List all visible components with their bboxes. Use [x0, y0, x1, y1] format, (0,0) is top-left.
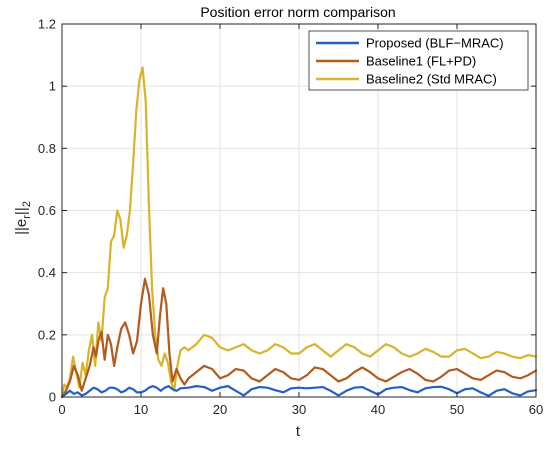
x-tick-label: 60 — [529, 402, 543, 417]
legend-label-baseline2: Baseline2 (Std MRAC) — [366, 72, 497, 87]
y-axis-label: ||er||2 — [13, 201, 33, 235]
y-tick-label: 1 — [49, 79, 56, 94]
x-tick-label: 10 — [134, 402, 148, 417]
y-tick-label: 0 — [49, 390, 56, 405]
x-tick-label: 20 — [213, 402, 227, 417]
chart-title: Position error norm comparison — [200, 4, 395, 20]
y-tick-label: 0.4 — [38, 265, 56, 280]
legend-label-proposed: Proposed (BLF−MRAC) — [366, 36, 504, 51]
y-tick-label: 0.2 — [38, 327, 56, 342]
legend: Proposed (BLF−MRAC) Baseline1 (FL+PD) Ba… — [308, 30, 529, 91]
y-axis-label-suffix-subscript: 2 — [21, 201, 33, 207]
x-tick-label: 30 — [292, 402, 306, 417]
y-tick-label: 0.6 — [38, 203, 56, 218]
x-axis-label: t — [296, 423, 301, 440]
y-tick-label: 1.2 — [38, 17, 56, 32]
y-tick-label: 0.8 — [38, 141, 56, 156]
series-line-baseline2 — [60, 66, 538, 399]
y-axis-label-suffix: || — [13, 207, 30, 215]
x-tick-label: 50 — [450, 402, 464, 417]
x-tick-label: 40 — [371, 402, 385, 417]
y-axis-label-prefix: ||e — [13, 219, 30, 235]
x-tick-label: 0 — [58, 402, 65, 417]
series-line-baseline1 — [60, 277, 538, 399]
y-axis-label-subscript: r — [21, 215, 33, 219]
series-layer — [60, 66, 538, 399]
tick-layer: 0 10 20 30 40 50 60 0 0.2 0.4 0.6 0.8 1 1.2 — [38, 17, 543, 418]
legend-label-baseline1: Baseline1 (FL+PD) — [366, 54, 476, 69]
series-line-proposed — [60, 385, 538, 399]
